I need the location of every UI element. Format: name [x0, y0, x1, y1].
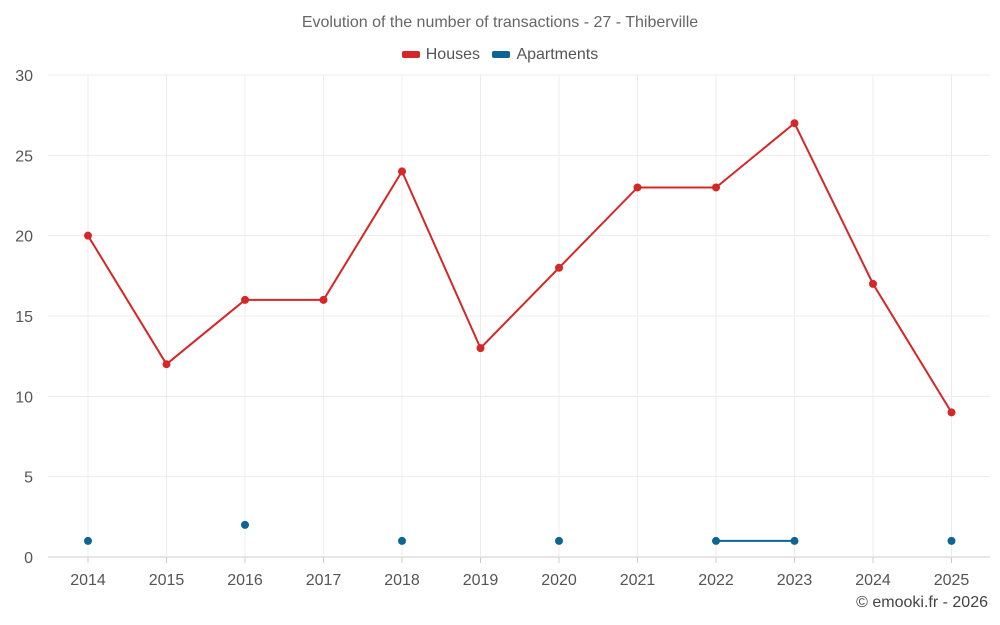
series [84, 119, 956, 545]
data-point[interactable] [476, 344, 485, 353]
legend-swatch-houses [401, 51, 420, 58]
grid [48, 74, 990, 558]
x-tick-label: 2020 [541, 572, 577, 589]
x-tick-label: 2014 [70, 572, 106, 589]
data-point[interactable] [398, 167, 406, 176]
y-tick-label: 15 [15, 309, 33, 326]
data-point[interactable] [241, 295, 249, 304]
data-point[interactable] [712, 536, 720, 545]
x-tick-label: 2022 [698, 572, 734, 589]
y-tick-label: 0 [24, 550, 33, 567]
x-tick-label: 2015 [149, 572, 185, 589]
legend-label-houses: Houses [425, 45, 480, 63]
series-line-segment [322, 170, 403, 301]
data-point[interactable] [790, 119, 799, 128]
series-line-segment [479, 266, 560, 350]
legend-item-houses[interactable]: Houses [401, 45, 480, 64]
legend-label-apartments: Apartments [516, 45, 599, 63]
series-line-segment [165, 298, 246, 366]
legend-swatch-apartments [492, 51, 511, 58]
x-tick-label: 2021 [620, 572, 656, 589]
x-tick-label: 2016 [227, 572, 263, 589]
series-line-segment [558, 186, 639, 269]
series-line-segment [401, 170, 482, 350]
series-line-segment [715, 122, 796, 189]
x-tick-label: 2023 [777, 572, 813, 589]
data-point[interactable] [555, 263, 563, 272]
series-apartments [84, 520, 956, 545]
chart-title: Evolution of the number of transactions … [301, 14, 699, 31]
data-point[interactable] [712, 183, 720, 192]
watermark: © emooki.fr - 2026 [856, 594, 988, 611]
data-point[interactable] [947, 408, 956, 417]
legend: Houses Apartments [0, 45, 1000, 64]
data-point[interactable] [84, 536, 92, 545]
series-houses [84, 119, 956, 417]
series-line-segment [793, 122, 874, 285]
x-tick-label: 2025 [934, 572, 970, 589]
legend-item-apartments[interactable]: Apartments [492, 46, 598, 64]
y-tick-label: 20 [15, 229, 33, 246]
y-tick-label: 5 [24, 470, 33, 487]
data-point[interactable] [947, 536, 956, 545]
data-point[interactable] [790, 536, 799, 545]
data-point[interactable] [162, 360, 171, 369]
x-tick-label: 2017 [306, 572, 342, 589]
series-line-segment [87, 234, 168, 366]
data-point[interactable] [555, 536, 563, 545]
data-point[interactable] [869, 279, 877, 288]
x-tick-label: 2018 [384, 572, 420, 589]
series-line-segment [872, 282, 953, 414]
data-point[interactable] [319, 295, 328, 304]
y-tick-label: 25 [15, 148, 33, 165]
y-tick-label: 30 [15, 68, 33, 85]
data-point[interactable] [633, 183, 642, 192]
data-point[interactable] [84, 231, 92, 240]
x-tick-label: 2024 [855, 572, 891, 589]
data-point[interactable] [241, 520, 249, 529]
data-point[interactable] [398, 536, 406, 545]
x-tick-label: 2019 [463, 572, 499, 589]
y-tick-label: 10 [15, 389, 33, 406]
